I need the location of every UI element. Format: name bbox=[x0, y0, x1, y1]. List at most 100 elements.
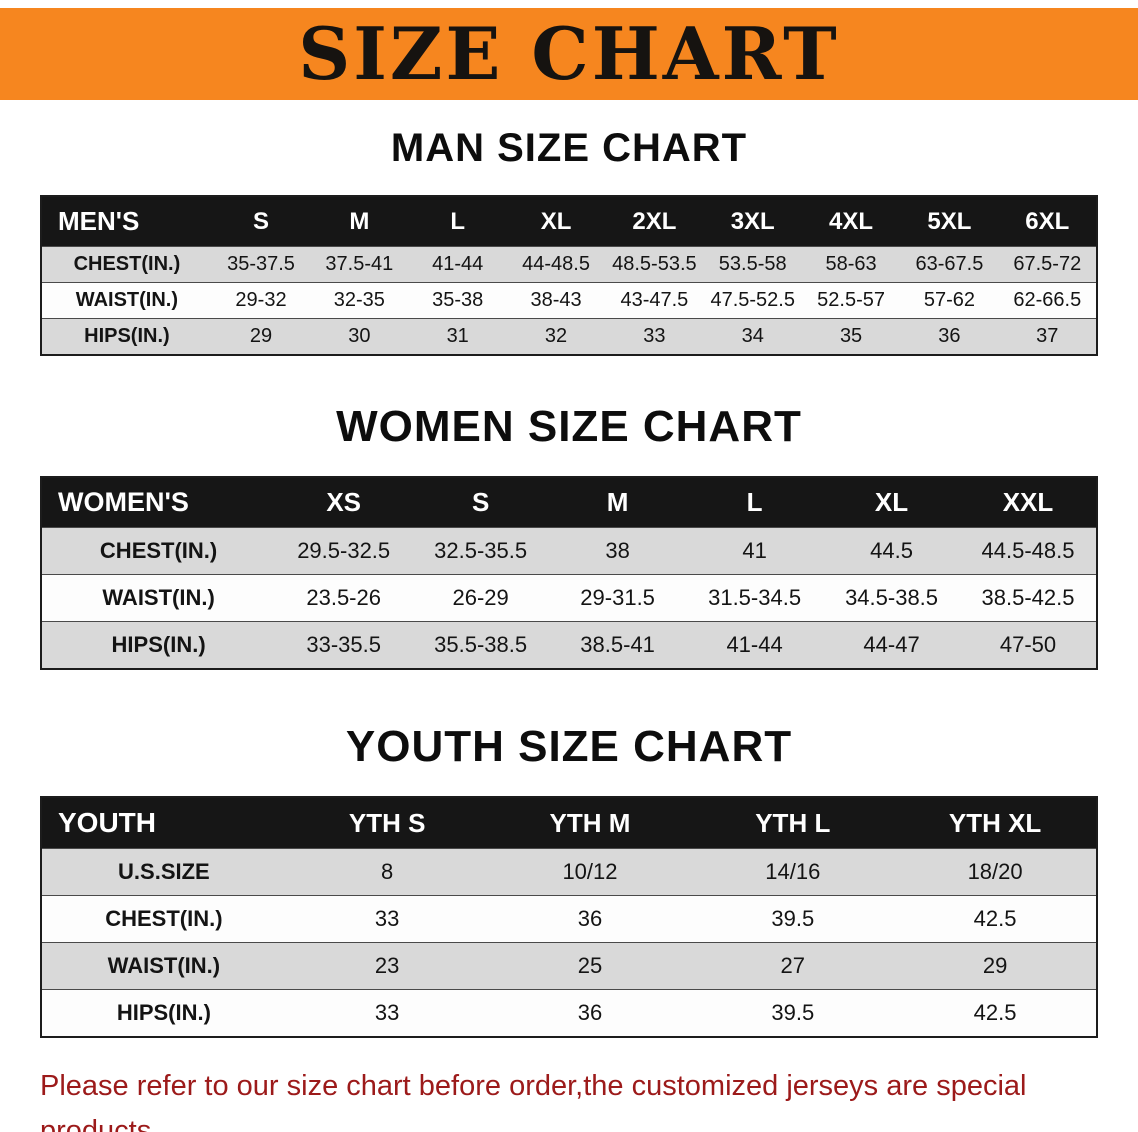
value-cell: 23 bbox=[374, 953, 400, 978]
value-cell: 43-47.5 bbox=[620, 289, 689, 311]
value-cell: 29.5-32.5 bbox=[297, 538, 391, 563]
value-cell: 31 bbox=[446, 325, 469, 347]
value-cell: 44.5 bbox=[870, 538, 913, 563]
value-cell: 39.5 bbox=[771, 906, 815, 931]
value-cell: 33 bbox=[374, 1000, 400, 1025]
size-header-cell: S bbox=[211, 196, 311, 247]
row-label-cell: CHEST(IN.) bbox=[99, 538, 218, 563]
table-row: HIPS(IN.) 29 30 31 32 33 34 35 36 37 bbox=[41, 318, 1097, 355]
size-header-cell: 5XL bbox=[900, 196, 999, 247]
banner: SIZE CHART bbox=[0, 8, 1138, 100]
table-header-row: MEN'S S M L XL 2XL 3XL 4XL 5XL 6XL bbox=[41, 196, 1097, 247]
women-section-heading: WOMEN SIZE CHART bbox=[336, 402, 802, 451]
table-row: CHEST(IN.) 29.5-32.5 32.5-35.5 38 41 44.5 44.5… bbox=[41, 527, 1097, 575]
size-header-cell: XL bbox=[823, 477, 961, 528]
size-header-cell: YTH XL bbox=[894, 797, 1097, 849]
value-cell: 31.5-34.5 bbox=[708, 585, 802, 610]
footer-disclaimer-line1: Please refer to our size chart before or… bbox=[40, 1070, 1027, 1132]
youth-section-heading: YOUTH SIZE CHART bbox=[345, 722, 793, 771]
table-row: CHEST(IN.) 35-37.5 37.5-41 41-44 44-48.5 48.5… bbox=[41, 246, 1097, 283]
value-cell: 30 bbox=[348, 325, 371, 347]
value-cell: 33 bbox=[643, 325, 666, 347]
table-row: CHEST(IN.) 33 36 39.5 42.5 bbox=[41, 895, 1097, 943]
women-size-table: WOMEN'S XS S M L XL XXL CHEST(IN.) 29.5-32.5 32.5… bbox=[40, 476, 1098, 670]
table-row: HIPS(IN.) 33-35.5 35.5-38.5 38.5-41 41-44 44-… bbox=[41, 621, 1097, 669]
value-cell: 33-35.5 bbox=[306, 632, 381, 657]
value-cell: 29 bbox=[249, 325, 273, 347]
footer-disclaimer: Please refer to our size chart before or… bbox=[40, 1064, 1108, 1132]
value-cell: 48.5-53.5 bbox=[612, 253, 697, 275]
value-cell: 26-29 bbox=[452, 585, 509, 610]
value-cell: 10/12 bbox=[562, 859, 618, 884]
size-header-cell: XL bbox=[506, 196, 606, 247]
value-cell: 41-44 bbox=[726, 632, 783, 657]
value-cell: 41-44 bbox=[432, 253, 484, 275]
row-label-cell: HIPS(IN.) bbox=[116, 1000, 211, 1025]
value-cell: 36 bbox=[938, 325, 961, 347]
value-cell: 63-67.5 bbox=[915, 253, 984, 275]
value-cell: 58-63 bbox=[825, 253, 877, 275]
size-header-cell: 3XL bbox=[703, 196, 802, 247]
value-cell: 35.5-38.5 bbox=[434, 632, 528, 657]
row-label-cell: WAIST(IN.) bbox=[102, 585, 215, 610]
table-title-cell: WOMEN'S bbox=[41, 477, 276, 528]
value-cell: 32-35 bbox=[333, 289, 385, 311]
value-cell: 35 bbox=[839, 325, 863, 347]
table-title-cell: YOUTH bbox=[41, 797, 286, 849]
size-header-cell: M bbox=[310, 196, 409, 247]
size-header-cell: YTH M bbox=[488, 797, 692, 849]
value-cell: 47.5-52.5 bbox=[710, 289, 795, 311]
size-header-cell: YTH S bbox=[285, 797, 489, 849]
value-cell: 39.5 bbox=[771, 1000, 815, 1025]
size-header-cell: L bbox=[408, 196, 507, 247]
row-label-cell: HIPS(IN.) bbox=[84, 325, 170, 347]
value-cell: 34 bbox=[741, 325, 764, 347]
value-cell: 42.5 bbox=[973, 906, 1017, 931]
value-cell: 44-48.5 bbox=[522, 253, 590, 275]
value-cell: 27 bbox=[780, 953, 806, 978]
value-cell: 33 bbox=[374, 906, 400, 931]
table-header-row: WOMEN'S XS S M L XL XXL bbox=[41, 477, 1097, 528]
value-cell: 38 bbox=[605, 538, 630, 563]
value-cell: 23.5-26 bbox=[306, 585, 381, 610]
size-header-cell: 6XL bbox=[998, 196, 1097, 247]
value-cell: 53.5-58 bbox=[718, 253, 787, 275]
value-cell: 18/20 bbox=[967, 859, 1023, 884]
value-cell: 25 bbox=[577, 953, 603, 978]
table-header-row: YOUTH YTH S YTH M YTH L YTH XL bbox=[41, 797, 1097, 849]
value-cell: 38.5-42.5 bbox=[981, 585, 1075, 610]
value-cell: 29-32 bbox=[235, 289, 287, 311]
banner-title: SIZE CHART bbox=[298, 11, 840, 96]
table-row: WAIST(IN.) 23.5-26 26-29 29-31.5 31.5-34.5 34… bbox=[41, 574, 1097, 622]
row-label-cell: WAIST(IN.) bbox=[107, 953, 221, 978]
size-header-cell: YTH L bbox=[691, 797, 895, 849]
value-cell: 57-62 bbox=[923, 289, 975, 311]
value-cell: 8 bbox=[381, 859, 394, 884]
table-row: HIPS(IN.) 33 36 39.5 42.5 bbox=[41, 989, 1097, 1037]
value-cell: 38.5-41 bbox=[580, 632, 655, 657]
value-cell: 32.5-35.5 bbox=[434, 538, 528, 563]
row-label-cell: CHEST(IN.) bbox=[73, 253, 181, 275]
size-header-cell: XXL bbox=[960, 477, 1097, 528]
value-cell: 62-66.5 bbox=[1013, 289, 1082, 311]
table-title-cell: MEN'S bbox=[41, 196, 212, 247]
men-size-table: MEN'S S M L XL 2XL 3XL 4XL 5XL 6XL CHEST(IN.) 35-37… bbox=[40, 195, 1098, 356]
row-label-cell: CHEST(IN.) bbox=[105, 906, 223, 931]
youth-size-table: YOUTH YTH S YTH M YTH L YTH XL U.S.SIZE 8 10/12… bbox=[40, 796, 1098, 1038]
value-cell: 37.5-41 bbox=[325, 253, 394, 275]
value-cell: 38-43 bbox=[530, 289, 582, 311]
size-header-cell: S bbox=[412, 477, 550, 528]
table-row: WAIST(IN.) 29-32 32-35 35-38 38-43 43-47.5 47.… bbox=[41, 282, 1097, 319]
value-cell: 47-50 bbox=[999, 632, 1057, 657]
row-label-cell: HIPS(IN.) bbox=[111, 632, 206, 657]
row-label-cell: WAIST(IN.) bbox=[75, 289, 179, 311]
value-cell: 67.5-72 bbox=[1013, 253, 1082, 275]
size-header-cell: 4XL bbox=[801, 196, 901, 247]
table-row: WAIST(IN.) 23 25 27 29 bbox=[41, 942, 1097, 990]
value-cell: 36 bbox=[577, 1000, 603, 1025]
value-cell: 44-47 bbox=[863, 632, 920, 657]
value-cell: 42.5 bbox=[973, 1000, 1017, 1025]
value-cell: 32 bbox=[544, 325, 568, 347]
size-header-cell: XS bbox=[275, 477, 413, 528]
